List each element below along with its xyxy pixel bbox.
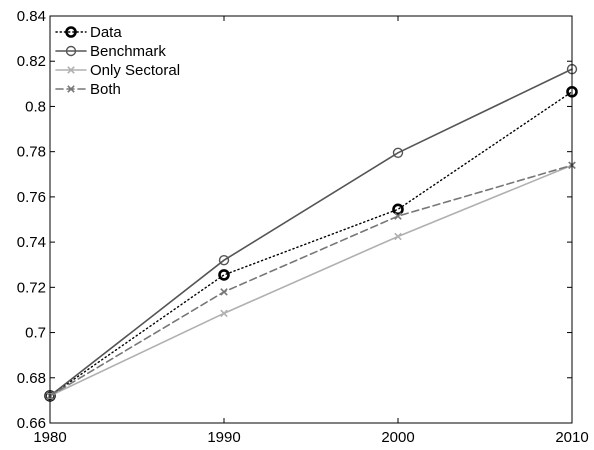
data-point-s3-1 [220, 288, 228, 296]
legend: Data Benchmark Only Sectoral Both [55, 24, 180, 98]
data-point-s2-2-stroke-b [394, 232, 402, 241]
x-tick-label: 2000 [381, 429, 414, 446]
axis-ticks: 1980 1990 2000 2010 0.66 0.68 0.7 0.72 0.74 0.76 0… [17, 8, 589, 446]
series-layer [44, 63, 578, 402]
legend-marker-1 [65, 45, 77, 57]
legend-label: Both [90, 81, 121, 98]
legend-label: Only Sectoral [90, 62, 180, 79]
series-line-0 [49, 91, 573, 397]
data-point-s3-2-stroke-b [394, 212, 402, 220]
legend-label: Data [90, 24, 122, 41]
data-point-s0-1 [218, 269, 230, 281]
data-point-s1-2 [392, 147, 404, 158]
y-tick-label: 0.78 [17, 144, 46, 161]
legend-marker-2-stroke-b [67, 66, 75, 74]
y-tick-label: 0.76 [17, 189, 46, 206]
y-tick-label: 0.66 [17, 415, 46, 432]
legend-marker-0 [65, 26, 77, 38]
legend-label: Benchmark [90, 43, 166, 60]
y-tick-label: 0.68 [17, 370, 46, 387]
y-tick-label: 0.7 [25, 325, 46, 342]
data-point-s2-1-stroke-b [220, 309, 228, 318]
plot-frame [49, 15, 573, 424]
x-tick-label: 1980 [33, 429, 66, 446]
data-point-s2-2 [394, 232, 402, 241]
legend-marker-3-stroke-b [67, 85, 75, 93]
series-line-1 [49, 68, 573, 397]
y-tick-label: 0.82 [17, 53, 46, 70]
data-point-s2-1 [220, 309, 228, 318]
series-line-2 [49, 164, 573, 397]
y-tick-label: 0.84 [17, 8, 46, 25]
data-point-s0-2 [392, 203, 404, 216]
x-tick-label: 2010 [555, 429, 588, 446]
legend-marker-2 [67, 66, 75, 74]
x-tick-label: 1990 [207, 429, 240, 446]
data-point-s3-2 [394, 212, 402, 220]
data-point-s1-1 [218, 255, 230, 266]
series-line-3 [49, 164, 573, 397]
y-tick-label: 0.72 [17, 279, 46, 296]
legend-marker-3 [67, 85, 75, 93]
y-tick-label: 0.74 [17, 234, 46, 251]
y-tick-label: 0.8 [25, 98, 46, 115]
data-point-s3-1-stroke-b [220, 288, 228, 296]
